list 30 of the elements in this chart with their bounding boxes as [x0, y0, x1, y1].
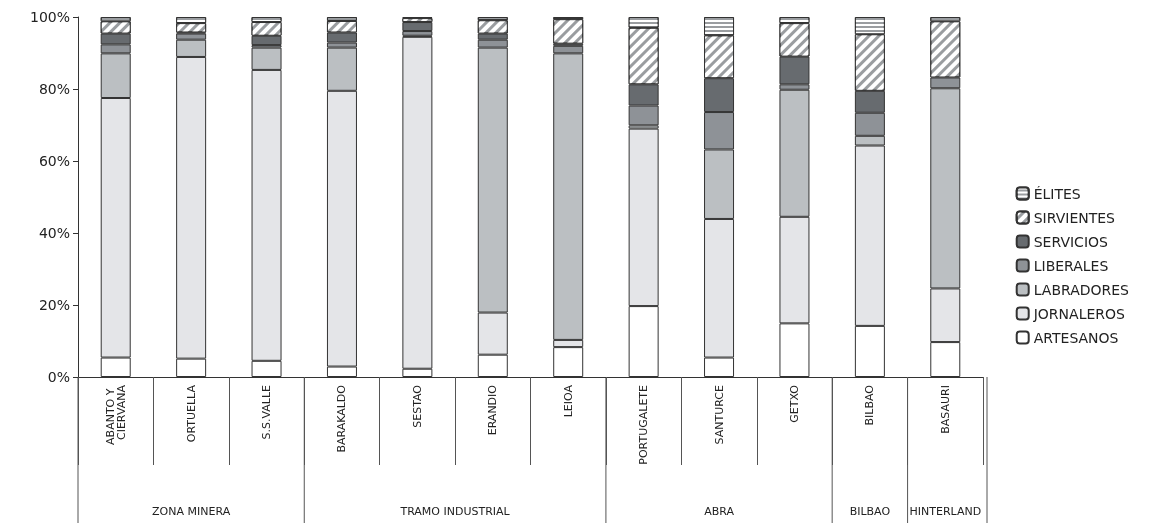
y-tick-label: 20%: [38, 297, 70, 313]
text: BILBAO: [849, 504, 891, 518]
x-tick-label: SANTURCE: [712, 384, 726, 445]
text: ABRA: [704, 504, 735, 518]
x-tick-label: ABANTO Y CIERVANA: [103, 384, 128, 445]
y-tick-label: 0%: [47, 369, 70, 385]
x-tick-label: BASAURI: [938, 385, 952, 434]
x-tick-label: PORTUGALETE: [637, 384, 651, 465]
legend-label: ARTESANOS: [1033, 329, 1119, 346]
legend-label: ÉLITES: [1033, 185, 1081, 202]
legend-label: SERVICIOS: [1033, 233, 1109, 250]
x-tick-label: SESTAO: [410, 384, 424, 428]
x-tick-label: ERANDIO: [486, 384, 500, 436]
text: ZONA MINERA: [152, 504, 231, 518]
x-tick-label: BILBAO: [863, 384, 877, 426]
y-tick-label: 60%: [38, 153, 70, 169]
x-tick-label: BARAKALDO: [335, 384, 349, 453]
legend-label: LIBERALES: [1033, 257, 1109, 274]
x-tick-label: GETXO: [787, 384, 801, 423]
x-tick-label: ORTUELLA: [184, 384, 198, 443]
y-tick-label: 80%: [38, 81, 70, 97]
text: HINTERLAND: [909, 504, 982, 518]
y-tick-label: 40%: [38, 225, 70, 241]
legend-label: JORNALEROS: [1032, 305, 1126, 322]
y-tick-label: 100%: [29, 9, 70, 25]
legend-label: SIRVIENTES: [1033, 209, 1116, 226]
legend-label: LABRADORES: [1033, 281, 1130, 298]
x-tick-label: S.S.VALLE: [260, 384, 274, 440]
x-tick-label: LEIOA: [561, 384, 575, 418]
text: TRAMO INDUSTRIAL: [399, 504, 511, 518]
